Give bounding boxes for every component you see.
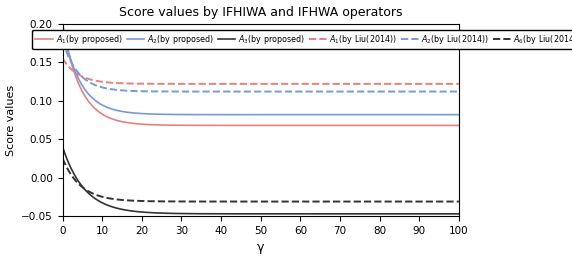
$A_1$(by Liu(2014)) bbox=[186, 82, 193, 86]
$A_1$(by proposed) bbox=[455, 124, 462, 127]
$A_1$(by proposed) bbox=[440, 124, 447, 127]
Legend: $A_1$(by proposed), $A_2$(by proposed), $A_3$(by proposed), $A_1$(by Liu(2014)),: $A_1$(by proposed), $A_2$(by proposed), … bbox=[32, 30, 572, 49]
$A_2$(by proposed) bbox=[440, 113, 447, 116]
$A_3$(by proposed) bbox=[173, 212, 180, 215]
$A_2$(by proposed) bbox=[440, 113, 447, 116]
Line: $A_3$(by proposed): $A_3$(by proposed) bbox=[62, 147, 459, 214]
$A_2$(by proposed) bbox=[173, 113, 180, 116]
$A_2$(by Liu(2014)) bbox=[173, 90, 180, 93]
$A_1$(by Liu(2014)) bbox=[440, 82, 447, 86]
$A_1$(by Liu(2014)) bbox=[440, 82, 447, 86]
$A_1$(by proposed) bbox=[186, 124, 193, 127]
$A_2$(by proposed) bbox=[186, 113, 193, 116]
$A_3$(by proposed) bbox=[440, 212, 447, 216]
Line: $A_1$(by Liu(2014)): $A_1$(by Liu(2014)) bbox=[62, 58, 459, 84]
$A_2$(by Liu(2014)) bbox=[440, 90, 447, 93]
$A_2$(by proposed) bbox=[59, 26, 66, 29]
$A_2$(by Liu(2014)) bbox=[60, 42, 67, 45]
$A_1$(by Liu(2014)) bbox=[59, 57, 66, 60]
$A_6$(by Liu(2014)) bbox=[59, 157, 66, 160]
$A_3$(by proposed) bbox=[60, 148, 67, 151]
$A_1$(by Liu(2014)) bbox=[173, 82, 180, 86]
$A_3$(by proposed) bbox=[440, 212, 447, 216]
$A_6$(by Liu(2014)) bbox=[186, 200, 193, 203]
Line: $A_1$(by proposed): $A_1$(by proposed) bbox=[62, 24, 459, 125]
Title: Score values by IFHIWA and IFHWA operators: Score values by IFHIWA and IFHWA operato… bbox=[119, 5, 403, 18]
Y-axis label: Score values: Score values bbox=[6, 84, 15, 155]
$A_1$(by proposed) bbox=[59, 22, 66, 25]
$A_1$(by Liu(2014)) bbox=[60, 58, 67, 61]
$A_1$(by Liu(2014)) bbox=[455, 82, 462, 86]
$A_2$(by Liu(2014)) bbox=[186, 90, 193, 93]
$A_1$(by proposed) bbox=[173, 124, 180, 127]
$A_6$(by Liu(2014)) bbox=[173, 200, 180, 203]
$A_1$(by proposed) bbox=[344, 124, 351, 127]
$A_2$(by proposed) bbox=[455, 113, 462, 116]
$A_1$(by Liu(2014)) bbox=[344, 82, 351, 86]
$A_3$(by proposed) bbox=[59, 145, 66, 148]
$A_2$(by Liu(2014)) bbox=[344, 90, 351, 93]
$A_3$(by proposed) bbox=[186, 212, 193, 215]
$A_3$(by proposed) bbox=[344, 212, 351, 216]
$A_1$(by proposed) bbox=[60, 27, 67, 30]
$A_1$(by proposed) bbox=[440, 124, 447, 127]
$A_6$(by Liu(2014)) bbox=[455, 200, 462, 203]
$A_2$(by Liu(2014)) bbox=[455, 90, 462, 93]
X-axis label: γ: γ bbox=[257, 242, 264, 255]
$A_6$(by Liu(2014)) bbox=[60, 159, 67, 162]
$A_2$(by Liu(2014)) bbox=[440, 90, 447, 93]
$A_2$(by proposed) bbox=[344, 113, 351, 116]
$A_6$(by Liu(2014)) bbox=[440, 200, 447, 203]
Line: $A_6$(by Liu(2014)): $A_6$(by Liu(2014)) bbox=[62, 159, 459, 202]
$A_2$(by Liu(2014)) bbox=[59, 39, 66, 42]
$A_2$(by proposed) bbox=[60, 30, 67, 33]
$A_3$(by proposed) bbox=[455, 212, 462, 216]
$A_6$(by Liu(2014)) bbox=[440, 200, 447, 203]
$A_6$(by Liu(2014)) bbox=[344, 200, 351, 203]
Line: $A_2$(by Liu(2014)): $A_2$(by Liu(2014)) bbox=[62, 41, 459, 92]
Line: $A_2$(by proposed): $A_2$(by proposed) bbox=[62, 28, 459, 115]
